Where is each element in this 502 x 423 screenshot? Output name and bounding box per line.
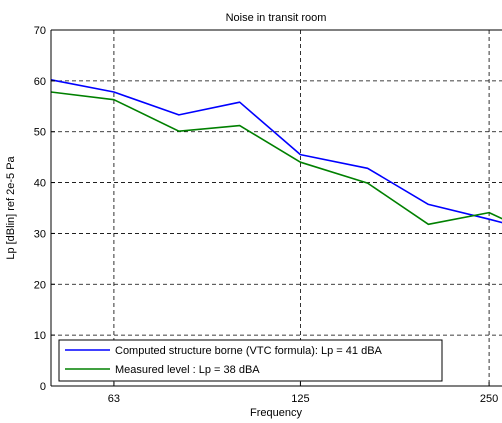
y-tick-label: 30 — [34, 228, 46, 240]
legend-box — [58, 339, 443, 382]
x-tick-label: 125 — [291, 393, 309, 405]
x-tick-label: 63 — [108, 393, 120, 405]
y-tick-label: 20 — [34, 279, 46, 291]
y-tick-label: 40 — [34, 178, 46, 190]
y-tick-label: 0 — [40, 381, 46, 393]
y-tick-label: 50 — [34, 127, 46, 139]
legend-label-measured: Measured level : Lp = 38 dBA — [115, 364, 260, 376]
legend-label-computed: Computed structure borne (VTC formula): … — [115, 345, 383, 357]
series-line-measured — [50, 91, 502, 226]
y-tick-label: 10 — [34, 330, 46, 342]
series-layer — [50, 79, 502, 226]
series-line-computed — [50, 79, 502, 224]
tick-layer: 63 125 250 0 10 20 30 40 50 60 70 — [34, 25, 499, 405]
y-axis-title: Lp [dBlin] ref 2e-5 Pa — [5, 155, 17, 259]
y-tick-label: 70 — [34, 25, 46, 37]
y-tick-label: 60 — [34, 76, 46, 88]
axes — [50, 29, 502, 387]
plot-area — [51, 30, 502, 386]
x-axis-title: Frequency — [250, 407, 302, 419]
x-tick-label: 250 — [480, 393, 498, 405]
grid-lines — [51, 30, 502, 386]
legend: Computed structure borne (VTC formula): … — [58, 339, 443, 382]
chart-title: Noise in transit room — [226, 12, 327, 24]
